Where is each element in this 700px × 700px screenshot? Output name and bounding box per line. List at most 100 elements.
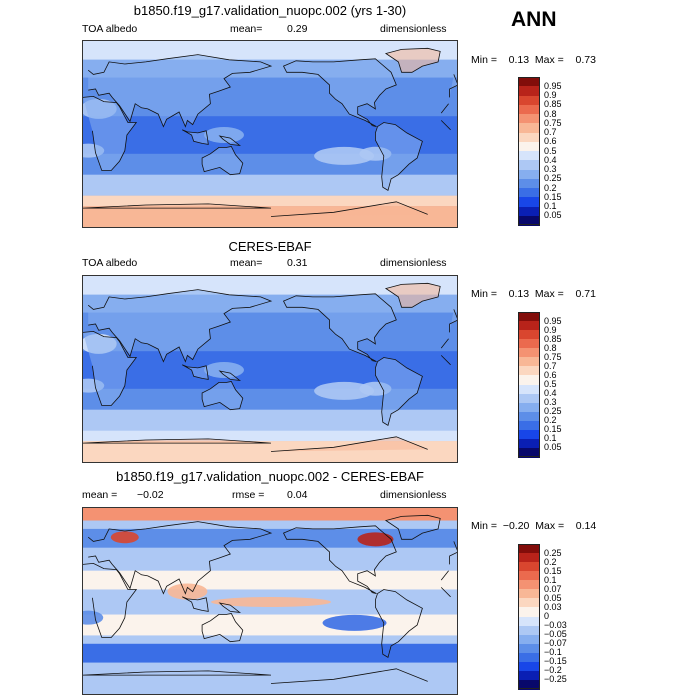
coastline-namerica — [282, 293, 397, 362]
colorbar-tick-label: 0.9 — [544, 324, 557, 335]
coastline-namerica — [282, 58, 397, 127]
land-fill-eurasia — [88, 289, 457, 362]
coastline-samerica — [375, 122, 423, 192]
southern-diff-band — [83, 643, 457, 663]
coastline-newguinea — [218, 370, 242, 381]
units-label: dimensionless — [380, 23, 447, 35]
variable-label: TOA albedo — [82, 257, 138, 269]
difference-map — [82, 507, 458, 695]
colorbar-tick-label: 0.85 — [544, 99, 562, 110]
min-value: 0.13 — [508, 54, 530, 66]
obs-panel: CERES-EBAF TOA albedo mean= 0.31 dimensi… — [0, 236, 700, 466]
colorbar-tick-label: 0.03 — [544, 601, 562, 612]
mean-value: −0.02 — [137, 489, 164, 501]
rmse-label: rmse = — [232, 489, 265, 501]
colorbar-tick-label: 0.5 — [544, 145, 557, 156]
min-label: Min = — [471, 288, 497, 300]
colorbar-tick-label: 0.15 — [544, 424, 562, 435]
colorbar-tick-label: 0.1 — [544, 574, 557, 585]
colorbar-tick-label: 0.05 — [544, 592, 562, 603]
northern-diff-band — [83, 528, 457, 548]
colorbar-tick-label: 0.05 — [544, 442, 562, 453]
model-panel: b1850.f19_g17.validation_nuopc.002 (yrs … — [0, 0, 700, 240]
land-fill-newguinea — [219, 371, 240, 381]
coastline-australia — [201, 613, 244, 643]
subtropical-diff-band — [83, 570, 457, 590]
coastline-australia — [201, 146, 244, 176]
colorbar-swatch — [518, 679, 540, 690]
colorbar-tick-label: 0.95 — [544, 80, 562, 91]
colorbar-tick-label: −0.25 — [544, 674, 567, 685]
coastline-indonesia — [182, 129, 209, 145]
coastline-greenland — [384, 47, 441, 73]
arctic-diff-band — [83, 508, 457, 521]
panel-title: CERES-EBAF — [228, 239, 312, 254]
colorbar-tick-label: 0.4 — [544, 154, 557, 165]
equatorial-diff-patch — [211, 597, 331, 607]
land-fill-antarctica — [83, 201, 428, 217]
map-canvas — [83, 508, 457, 694]
max-label: Max = — [534, 288, 564, 300]
colorbar-tick-label: 0.25 — [544, 406, 562, 417]
colorbar-tick-label: −0.1 — [544, 647, 562, 658]
colorbar-tick-label: 0.7 — [544, 127, 557, 137]
colorbar-swatch — [518, 447, 540, 458]
colorbar-tick-label: −0.07 — [544, 638, 567, 649]
colorbar: 0.25 0.2 0.15 0.1 0.07 0.05 0.03 0 −0.03 −0.05 −0.… — [518, 544, 567, 690]
subtropical-diff-band — [83, 614, 457, 636]
coastline-australia — [201, 381, 244, 411]
min-label: Min = — [471, 520, 497, 532]
min-value: −0.20 — [502, 520, 530, 532]
units-label: dimensionless — [380, 257, 447, 269]
colorbar-tick-label: 0.75 — [544, 351, 562, 362]
season-label: ANN — [511, 8, 557, 31]
coastline-africa — [83, 95, 451, 171]
coastline-greenland — [384, 514, 441, 540]
albedo-map — [82, 275, 458, 463]
panel-title: b1850.f19_g17.validation_nuopc.002 - CER… — [116, 469, 424, 484]
land-fill-antarctica — [83, 436, 428, 452]
colorbar-tick-label: 0.9 — [544, 90, 557, 100]
colorbar-tick-label: 0.25 — [544, 173, 562, 184]
coastline-newguinea — [218, 135, 242, 146]
mean-value: 0.31 — [287, 257, 308, 269]
max-label: Max = — [535, 520, 565, 532]
land-fill-samerica — [375, 357, 423, 426]
stratocumulus-patch — [314, 381, 375, 400]
land-fill-australia — [202, 146, 243, 175]
colorbar-tick-label: −0.15 — [544, 656, 567, 667]
coastline-antarctica — [83, 436, 428, 452]
colorbar-swatch — [518, 215, 540, 226]
colorbar-tick-label: −0.2 — [544, 665, 562, 676]
coastline-newguinea — [218, 602, 242, 613]
asia-diff-patch — [167, 583, 208, 600]
units-label: dimensionless — [380, 489, 447, 501]
stratocumulus-diff-patch — [322, 614, 387, 631]
colorbar-tick-label: 0.2 — [544, 415, 557, 426]
colorbar-tick-label: 0.25 — [544, 547, 562, 558]
albedo-map — [82, 40, 458, 228]
coastline-africa — [83, 562, 451, 638]
southern-ocean-band — [83, 195, 457, 207]
mean-label: mean = — [82, 489, 118, 501]
colorbar-tick-label: 0.6 — [544, 136, 557, 147]
land-fill-namerica — [283, 58, 397, 127]
land-fill-australia — [202, 381, 243, 410]
warm-pool-patch — [204, 362, 244, 378]
colorbar-tick-label: 0.75 — [544, 117, 562, 128]
rmse-value: 0.04 — [287, 489, 308, 501]
southern-ocean-band — [83, 430, 457, 442]
arctic-band — [83, 41, 457, 60]
colorbar-tick-label: 0 — [544, 611, 550, 621]
arctic-diff-patch — [110, 531, 139, 544]
colorbar-tick-label: 0.15 — [544, 565, 562, 576]
colorbar: 0.95 0.9 0.85 0.8 0.75 0.7 0.6 0.5 0.4 0.3 0.25 0.2… — [518, 312, 562, 458]
land-fill-eurasia — [88, 54, 457, 127]
variable-label: TOA albedo — [82, 23, 138, 35]
land-fill-greenland — [385, 48, 441, 73]
colorbar-tick-label: −0.05 — [544, 629, 567, 640]
coastline-greenland — [384, 282, 441, 308]
warm-pool-patch — [204, 127, 244, 143]
land-fill-namerica — [283, 293, 397, 362]
coastline-antarctica — [83, 668, 428, 684]
